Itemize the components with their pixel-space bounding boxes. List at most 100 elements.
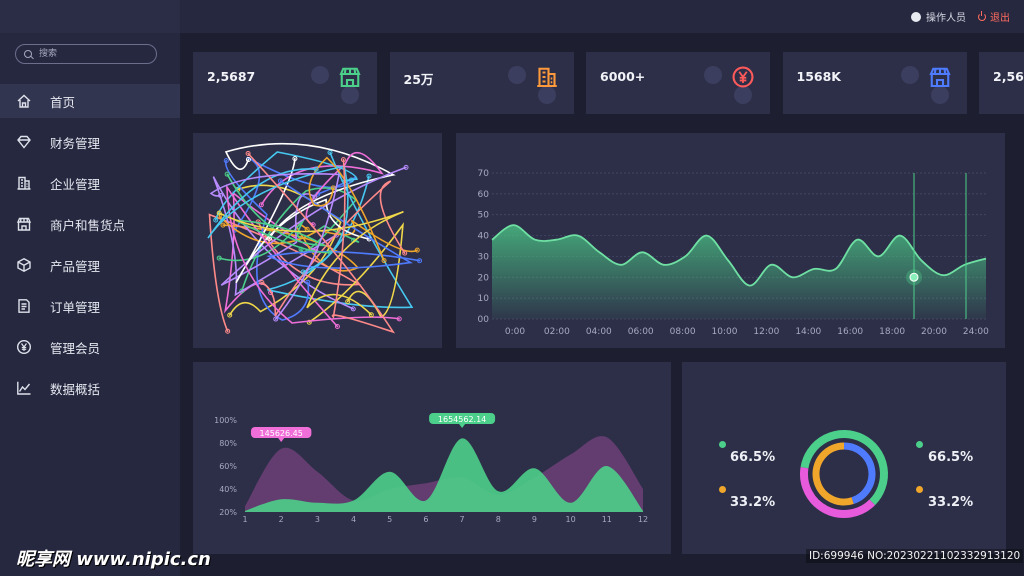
map-line	[222, 222, 360, 272]
map-node	[239, 288, 245, 294]
sidebar-item-4[interactable]: 产品管理	[0, 248, 180, 282]
logout-label: 退出	[990, 13, 1010, 24]
series-line	[491, 224, 987, 287]
search-box[interactable]	[15, 44, 157, 64]
decor-circle	[734, 86, 752, 104]
logout-button[interactable]: 退出	[978, 9, 1010, 24]
tooltip-label: 1654562.14	[438, 415, 486, 424]
map-node	[217, 193, 223, 199]
map-node	[300, 269, 306, 275]
map-node	[417, 258, 423, 264]
percent-right-1: 66.5%	[928, 450, 974, 465]
map-node	[312, 194, 318, 200]
map-node	[213, 217, 219, 223]
stat-value: 6000+	[600, 69, 646, 84]
yen-icon	[16, 339, 32, 355]
sidebar-item-label: 商户和售货点	[50, 217, 126, 233]
sidebar-item-2[interactable]: 企业管理	[0, 166, 180, 200]
stat-value: 2,568	[993, 69, 1024, 84]
x-tick-label: 6	[423, 515, 428, 524]
map-line	[261, 180, 406, 317]
percent-left-2: 33.2%	[730, 495, 776, 510]
network-map	[207, 142, 423, 334]
document-icon	[18, 299, 30, 313]
y-tick-label: 40%	[219, 485, 237, 494]
map-node	[350, 306, 356, 312]
search-input[interactable]	[37, 48, 141, 60]
map-node	[368, 312, 374, 318]
building-icon	[536, 67, 557, 88]
stat-card-0: 2,5687	[193, 52, 377, 114]
stat-value: 2,5687	[207, 69, 256, 84]
stat-value: 25万	[403, 72, 434, 87]
map-node	[306, 319, 312, 325]
diamond-icon	[17, 135, 31, 149]
y-tick-label: 00	[478, 315, 490, 325]
map-node	[381, 257, 387, 263]
sidebar-item-3[interactable]: 商户和售货点	[0, 207, 180, 241]
tooltip-arrow	[278, 438, 285, 442]
x-tick-label: 7	[460, 515, 465, 524]
sidebar-item-5[interactable]: 订单管理	[0, 289, 180, 323]
x-tick-label: 11	[602, 515, 612, 524]
store-icon	[928, 67, 951, 88]
decor-circle	[704, 66, 722, 84]
map-node	[224, 171, 230, 177]
map-node	[340, 157, 346, 163]
tooltip-box	[429, 413, 496, 424]
tooltip-arrow	[459, 424, 466, 428]
x-tick-label: 20:00	[921, 327, 947, 337]
area-series-0	[245, 438, 643, 512]
donut-segment	[843, 442, 876, 504]
sidebar-item-label: 财务管理	[50, 135, 101, 151]
store-icon	[16, 217, 32, 231]
avatar-icon	[911, 11, 921, 22]
sidebar-item-label: 首页	[50, 94, 76, 110]
x-tick-label: 10	[566, 515, 576, 524]
top-bar-actions: 操作人员 退出	[911, 9, 1010, 24]
line-area-fill	[492, 225, 986, 319]
decor-circle	[930, 86, 949, 104]
decor-circle	[311, 66, 329, 84]
store-icon	[339, 67, 361, 88]
line-chart-icon	[17, 381, 31, 395]
line-chart: 00 10 20 30 40 50 60 70 0:00 02:00 04:00 06:00 08:00…	[478, 169, 990, 337]
operator-button[interactable]: 操作人员	[911, 9, 966, 24]
x-tick-label: 18:00	[879, 327, 905, 337]
map-node	[225, 328, 231, 334]
y-tick-label: 40	[478, 232, 490, 242]
x-tick-label: 02:00	[544, 327, 570, 337]
y-tick-label: 50	[478, 211, 490, 221]
tooltip-label: 145626.45	[260, 429, 303, 438]
x-tick-label: 16:00	[837, 327, 863, 337]
site-watermark: 昵享网 www.nipic.cn	[16, 549, 211, 570]
x-tick-label: 1	[242, 515, 247, 524]
stat-card-2: 6000+	[586, 52, 770, 114]
map-node	[345, 298, 351, 304]
y-tick-label: 60%	[219, 462, 237, 471]
highlight-point[interactable]	[909, 272, 919, 282]
stat-value: 1568K	[796, 69, 841, 84]
sidebar-item-1[interactable]: 财务管理	[0, 125, 180, 159]
stat-card-1: 25万	[389, 52, 574, 114]
map-line	[266, 180, 421, 269]
percent-right-2: 33.2%	[928, 495, 974, 510]
y-tick-label: 60	[478, 190, 490, 200]
map-node	[220, 222, 226, 228]
y-tick-label: 100%	[214, 416, 237, 425]
map-node	[414, 247, 420, 253]
sidebar-item-label: 数据概括	[50, 381, 101, 397]
donut-segment	[800, 430, 888, 506]
map-line	[235, 157, 370, 284]
sidebar-item-label: 产品管理	[50, 258, 101, 274]
decor-circle	[507, 66, 526, 84]
map-node	[277, 178, 283, 184]
sidebar-item-7[interactable]: 数据概括	[0, 371, 180, 405]
legend-dot-right-1	[916, 441, 923, 448]
sidebar-item-6[interactable]: 管理会员	[0, 330, 180, 364]
sidebar-item-0[interactable]: 首页	[0, 84, 180, 118]
decor-circle	[537, 86, 556, 104]
map-node	[216, 210, 222, 216]
top-bar: 操作人员 退出	[0, 0, 1024, 33]
map-node	[334, 323, 340, 329]
